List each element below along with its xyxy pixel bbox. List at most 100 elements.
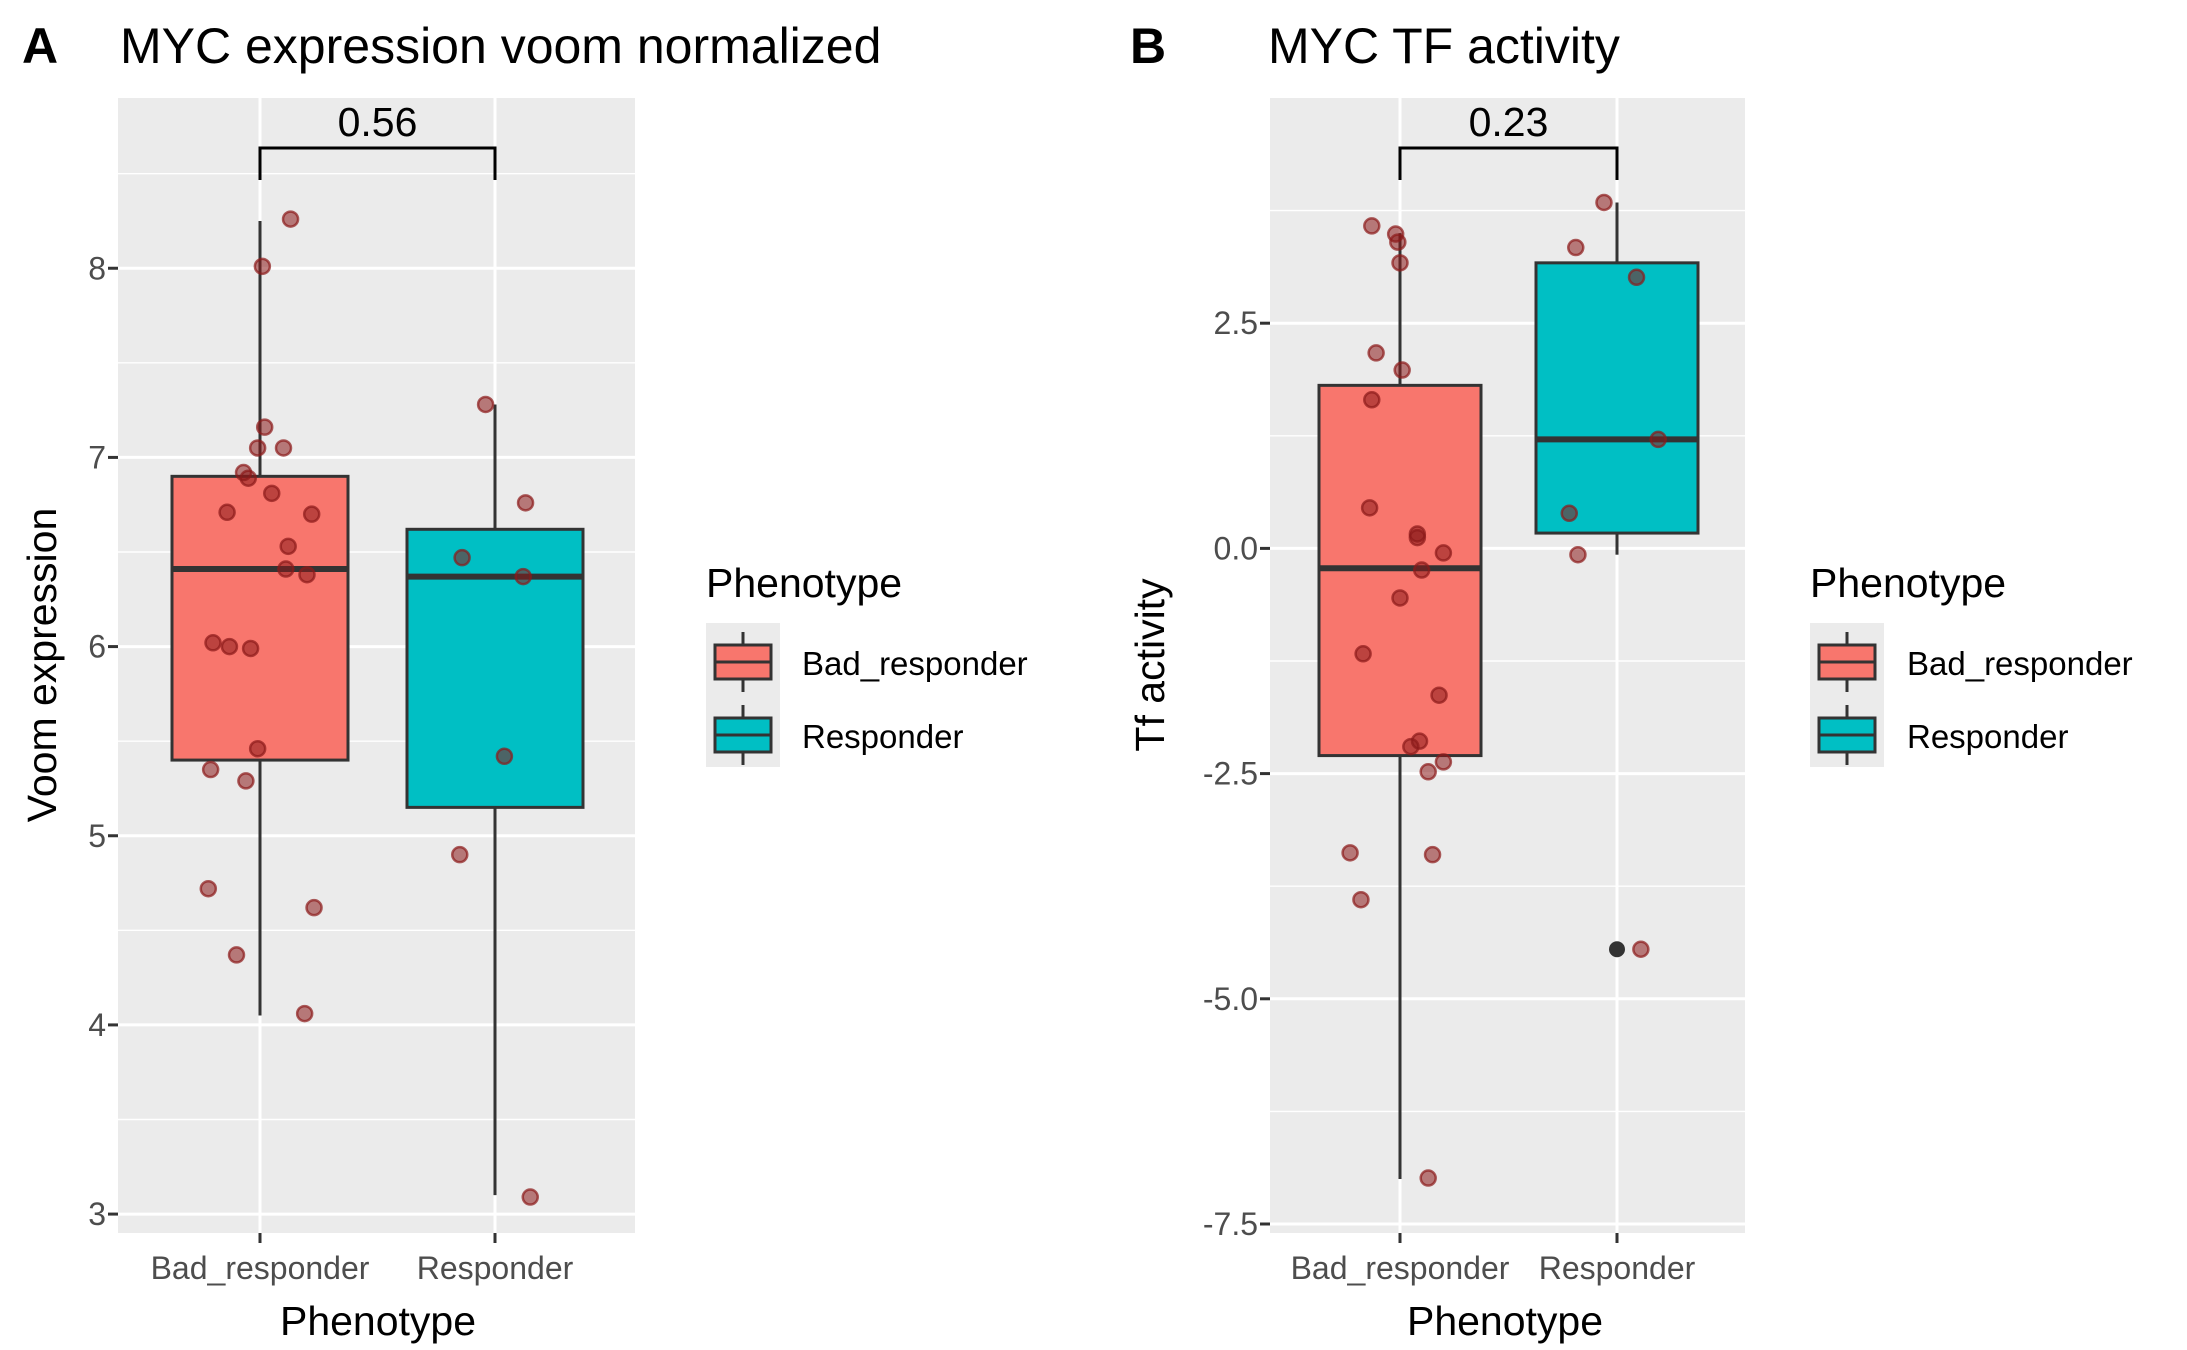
data-point (201, 760, 220, 779)
data-point (1434, 544, 1453, 562)
data-point (248, 739, 267, 758)
data-point (451, 845, 469, 864)
data-point (239, 469, 257, 487)
data-point (521, 1188, 539, 1206)
panel-b-points (1341, 193, 1667, 1187)
y-tick-label: -2.5 (1203, 756, 1258, 792)
panel-a-significance-bracket (258, 146, 497, 180)
data-point (1352, 890, 1370, 909)
panel-b-y-axis: -7.5 -5.0 -2.5 0.0 2.5 (1203, 305, 1270, 1242)
data-point (1367, 344, 1385, 362)
data-point (1393, 361, 1411, 379)
data-point (199, 879, 218, 898)
panel-b-label: B (1130, 18, 1166, 74)
data-point (255, 418, 274, 436)
panel-b-significance-bracket (1398, 146, 1619, 180)
data-point (453, 548, 471, 567)
y-tick-label: 7 (88, 439, 106, 475)
panel-a-legend-title: Phenotype (706, 560, 902, 606)
data-point (220, 637, 239, 656)
panel-a-y-axis-title: Voom expression (19, 508, 65, 823)
data-point (495, 747, 514, 766)
x-tick-label: Responder (417, 1250, 574, 1286)
panel-b-boxes (1317, 202, 1700, 1179)
panel-b-legend-label-bad-responder: Bad_responder (1907, 645, 2133, 682)
data-point (298, 565, 316, 584)
y-tick-label: 0.0 (1214, 530, 1258, 566)
data-point (1391, 254, 1409, 272)
panel-a-legend: Phenotype Bad_responder Responder (706, 560, 1028, 767)
data-point (263, 484, 281, 503)
data-point (1412, 561, 1431, 579)
bracket-line (258, 146, 497, 180)
data-point (227, 946, 246, 964)
y-tick-label: 3 (88, 1196, 106, 1232)
panel-a: A MYC expression voom normalized 0.56 3 4… (19, 18, 881, 1344)
box-responder (405, 527, 585, 809)
data-point (514, 567, 532, 586)
panel-a-boxes (170, 220, 585, 1196)
y-tick-label: 5 (88, 818, 106, 854)
bracket-line (1398, 146, 1619, 180)
data-point (1363, 217, 1381, 235)
data-point (1419, 1169, 1437, 1187)
panel-a-legend-label-bad-responder: Bad_responder (802, 645, 1028, 682)
data-point (253, 257, 272, 276)
panel-b-x-axis: Bad_responder Responder (1291, 1233, 1696, 1286)
data-point (277, 560, 295, 578)
data-point (1389, 233, 1407, 251)
y-tick-label: -7.5 (1203, 1206, 1258, 1242)
data-point (1649, 430, 1667, 449)
data-point (516, 494, 535, 512)
data-point (1569, 545, 1587, 564)
panel-a-legend-label-responder: Responder (802, 718, 963, 755)
data-point (279, 537, 297, 556)
data-point (274, 439, 293, 457)
data-point (281, 210, 300, 228)
data-point (1419, 763, 1437, 781)
data-point (1363, 391, 1381, 409)
x-tick-label: Responder (1539, 1250, 1696, 1286)
panel-b-legend-label-responder: Responder (1907, 718, 2068, 755)
panel-a-title: MYC expression voom normalized (120, 18, 881, 74)
data-point (241, 639, 260, 658)
box-bad_responder (170, 474, 350, 762)
panel-b: B MYC TF activity 0.23 -7.5 -5.0 -2.5 0.0 2.… (1127, 18, 1745, 1344)
panel-a-label: A (22, 18, 58, 74)
data-point (1402, 737, 1420, 756)
panel-a-x-axis-title: Phenotype (280, 1298, 476, 1344)
data-point (1430, 686, 1448, 704)
data-point (204, 634, 222, 652)
data-point (1567, 238, 1585, 257)
y-tick-label: 8 (88, 250, 106, 286)
data-point (218, 503, 236, 522)
outlier-point (1609, 941, 1625, 958)
y-tick-label: -5.0 (1203, 981, 1258, 1017)
data-point (1595, 193, 1613, 212)
panel-a-points (199, 210, 539, 1206)
y-tick-label: 6 (88, 629, 106, 665)
panel-a-x-axis: Bad_responder Responder (151, 1233, 574, 1286)
data-point (305, 898, 323, 917)
data-point (295, 1004, 314, 1023)
data-point (1560, 504, 1579, 523)
panel-b-legend: Phenotype Bad_responder Responder (1810, 560, 2133, 767)
y-tick-label: 2.5 (1214, 305, 1258, 341)
data-point (1423, 845, 1442, 864)
data-point (237, 772, 255, 790)
panel-b-y-axis-title: Tf activity (1127, 578, 1173, 752)
box-responder (1534, 261, 1700, 535)
panel-b-pvalue: 0.23 (1469, 99, 1549, 145)
panel-b-legend-title: Phenotype (1810, 560, 2006, 606)
panel-b-title: MYC TF activity (1268, 18, 1620, 74)
data-point (1408, 528, 1427, 547)
data-point (1632, 940, 1650, 958)
data-point (1434, 753, 1453, 771)
data-point (476, 395, 495, 414)
data-point (302, 505, 321, 523)
data-point (1354, 645, 1372, 663)
data-point (248, 439, 267, 457)
x-tick-label: Bad_responder (1291, 1250, 1510, 1286)
y-tick-label: 4 (88, 1007, 106, 1043)
